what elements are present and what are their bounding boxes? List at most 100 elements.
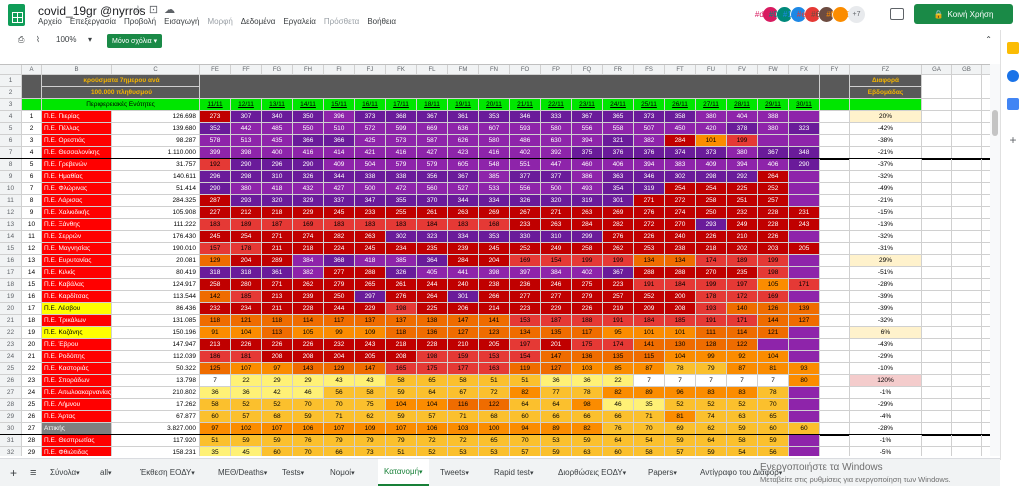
data-cell[interactable]: 184 bbox=[634, 315, 665, 327]
data-cell[interactable]: 233 bbox=[355, 207, 386, 219]
all-sheets-icon[interactable]: ≡ bbox=[30, 466, 37, 479]
population[interactable]: 20.081 bbox=[112, 255, 200, 267]
sheet-tab-label[interactable]: Σύνολα bbox=[50, 468, 77, 477]
empty-cell[interactable] bbox=[922, 207, 952, 219]
data-cell[interactable]: 75 bbox=[355, 399, 386, 411]
empty-cell[interactable] bbox=[820, 375, 850, 387]
data-cell[interactable]: 363 bbox=[603, 171, 634, 183]
row-number[interactable]: 28 bbox=[0, 399, 22, 411]
column-header[interactable]: A bbox=[22, 65, 42, 75]
date-header[interactable]: 26/11 bbox=[665, 99, 696, 111]
column-header[interactable]: FX bbox=[789, 65, 820, 75]
column-header[interactable]: FY bbox=[820, 65, 850, 75]
data-cell[interactable]: 107 bbox=[231, 363, 262, 375]
data-cell[interactable]: 46 bbox=[293, 387, 324, 399]
date-header[interactable]: 20/11 bbox=[479, 99, 510, 111]
data-cell[interactable]: 329 bbox=[293, 195, 324, 207]
data-cell[interactable]: 189 bbox=[727, 255, 758, 267]
date-header[interactable]: 13/11 bbox=[262, 99, 293, 111]
population[interactable]: 67.877 bbox=[112, 411, 200, 423]
empty-cell[interactable] bbox=[820, 255, 850, 267]
region-name[interactable]: Π.Ε. Τρικάλων bbox=[42, 315, 112, 327]
data-cell[interactable]: 573 bbox=[386, 135, 417, 147]
data-cell[interactable]: 427 bbox=[324, 183, 355, 195]
empty-cell[interactable] bbox=[982, 291, 990, 303]
empty-cell[interactable] bbox=[952, 207, 982, 219]
row-index[interactable]: 5 bbox=[22, 159, 42, 171]
data-cell[interactable]: 78 bbox=[572, 387, 603, 399]
data-cell[interactable]: 59 bbox=[231, 435, 262, 447]
data-cell[interactable]: 43 bbox=[355, 375, 386, 387]
data-cell[interactable]: 340 bbox=[262, 111, 293, 123]
data-cell[interactable]: 527 bbox=[448, 183, 479, 195]
data-cell[interactable]: 163 bbox=[479, 363, 510, 375]
data-cell[interactable]: 188 bbox=[572, 315, 603, 327]
row-number[interactable]: 23 bbox=[0, 339, 22, 351]
data-cell[interactable]: 22 bbox=[603, 375, 634, 387]
data-cell[interactable]: 58 bbox=[386, 375, 417, 387]
date-header[interactable]: 30/11 bbox=[789, 99, 820, 111]
sheet-tab-label[interactable]: Έκθεση ΕΟΔΥ bbox=[140, 468, 192, 477]
diff-cell[interactable]: -32% bbox=[850, 171, 922, 183]
data-cell[interactable]: 228 bbox=[758, 207, 789, 219]
date-header[interactable]: 12/11 bbox=[231, 99, 262, 111]
data-cell[interactable]: 558 bbox=[603, 123, 634, 135]
data-cell[interactable]: 226 bbox=[696, 231, 727, 243]
diff-cell[interactable]: -51% bbox=[850, 267, 922, 279]
data-cell[interactable]: 122 bbox=[479, 399, 510, 411]
date-header[interactable]: 21/11 bbox=[510, 99, 541, 111]
row-index[interactable]: 19 bbox=[22, 327, 42, 339]
empty-cell[interactable] bbox=[982, 339, 990, 351]
empty-cell[interactable] bbox=[922, 351, 952, 363]
data-cell[interactable]: 168 bbox=[479, 219, 510, 231]
column-header[interactable]: FT bbox=[665, 65, 696, 75]
empty-cell[interactable] bbox=[982, 279, 990, 291]
sheet-tab[interactable]: ΜΕΘ/Deaths ▾ bbox=[218, 459, 267, 486]
data-cell[interactable]: 192 bbox=[200, 159, 231, 171]
empty-cell[interactable] bbox=[922, 195, 952, 207]
data-cell[interactable]: 169 bbox=[293, 219, 324, 231]
data-cell[interactable]: 409 bbox=[696, 159, 727, 171]
data-cell[interactable]: 7 bbox=[696, 375, 727, 387]
data-cell[interactable]: 271 bbox=[262, 279, 293, 291]
collapse-icon[interactable]: ⌃ bbox=[985, 35, 992, 44]
data-cell[interactable]: 234 bbox=[231, 303, 262, 315]
empty-cell[interactable] bbox=[922, 267, 952, 279]
data-cell[interactable]: 175 bbox=[417, 363, 448, 375]
data-cell[interactable]: 98 bbox=[572, 399, 603, 411]
data-cell[interactable]: 65 bbox=[417, 375, 448, 387]
data-cell[interactable]: 60 bbox=[200, 411, 231, 423]
data-cell[interactable]: 67 bbox=[448, 387, 479, 399]
data-cell[interactable]: 143 bbox=[293, 363, 324, 375]
diff-cell[interactable]: 120% bbox=[850, 375, 922, 387]
data-cell[interactable]: 669 bbox=[417, 123, 448, 135]
data-cell[interactable]: 380 bbox=[758, 123, 789, 135]
data-cell[interactable]: 115 bbox=[634, 351, 665, 363]
data-cell[interactable]: 338 bbox=[386, 171, 417, 183]
data-cell[interactable]: 276 bbox=[386, 291, 417, 303]
chevron-down-icon[interactable]: ▾ bbox=[351, 469, 355, 477]
data-cell[interactable]: 299 bbox=[572, 231, 603, 243]
data-cell[interactable]: 233 bbox=[510, 219, 541, 231]
population[interactable]: 158.231 bbox=[112, 447, 200, 456]
empty-cell[interactable] bbox=[982, 231, 990, 243]
data-cell[interactable]: 338 bbox=[355, 171, 386, 183]
row-index[interactable]: 8 bbox=[22, 195, 42, 207]
date-header[interactable]: 11/11 bbox=[200, 99, 231, 111]
empty-cell[interactable] bbox=[820, 231, 850, 243]
date-header[interactable]: 23/11 bbox=[572, 99, 603, 111]
empty-cell[interactable] bbox=[982, 207, 990, 219]
data-cell[interactable]: 65 bbox=[758, 411, 789, 423]
data-cell[interactable]: 58 bbox=[355, 387, 386, 399]
data-cell[interactable]: 121 bbox=[758, 327, 789, 339]
data-cell[interactable]: 240 bbox=[448, 279, 479, 291]
data-cell[interactable]: 226 bbox=[572, 303, 603, 315]
data-cell[interactable]: 394 bbox=[727, 159, 758, 171]
data-cell[interactable] bbox=[758, 339, 789, 351]
empty-cell[interactable] bbox=[952, 75, 982, 99]
data-cell[interactable]: 394 bbox=[572, 135, 603, 147]
data-cell[interactable]: 228 bbox=[417, 339, 448, 351]
data-cell[interactable]: 267 bbox=[510, 207, 541, 219]
data-cell[interactable]: 587 bbox=[417, 135, 448, 147]
data-cell[interactable]: 56 bbox=[324, 387, 355, 399]
